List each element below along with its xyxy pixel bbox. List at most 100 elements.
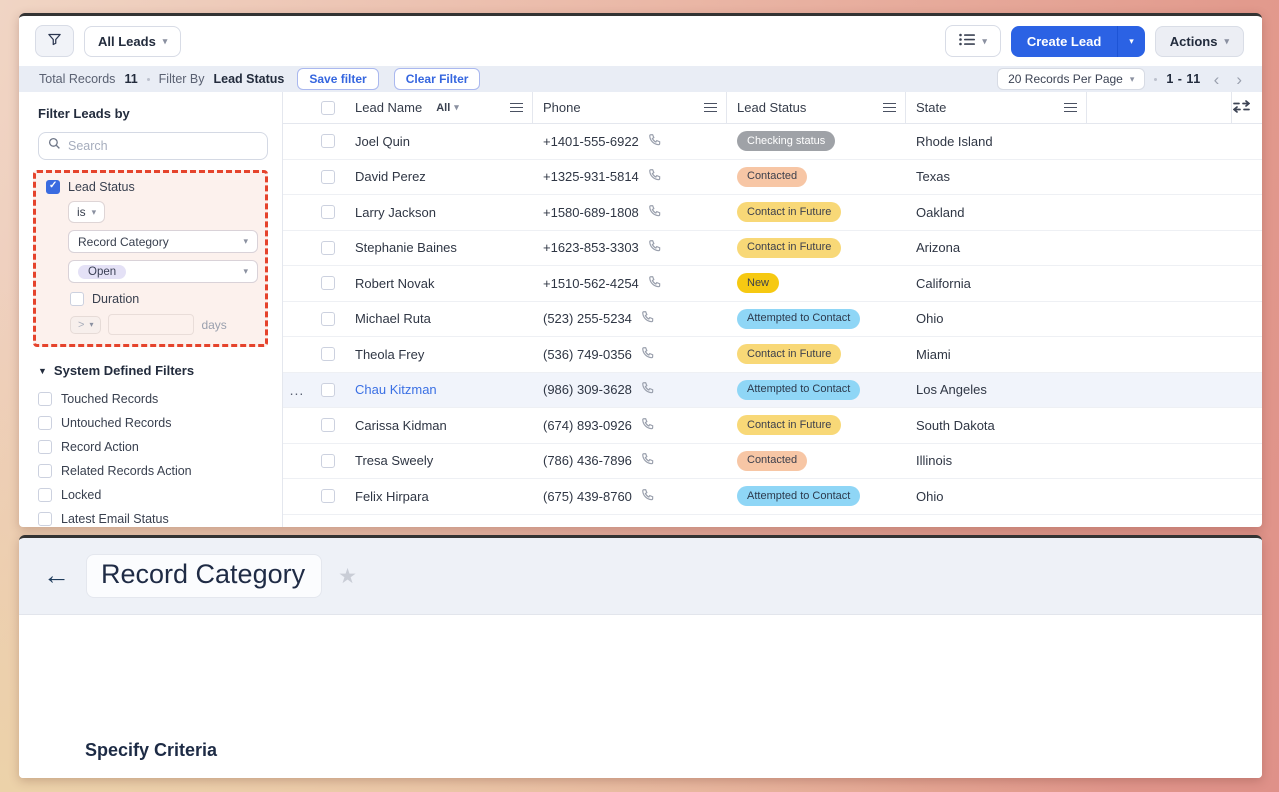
phone-cell: (674) 893-0926 (543, 417, 632, 433)
phone-call-icon[interactable] (648, 133, 662, 150)
table-row[interactable]: Tresa Sweely (786) 436-7896 Contacted Il… (283, 444, 1262, 479)
record-category-dropdown[interactable]: Record Category ▾ (68, 230, 258, 253)
create-lead-dropdown[interactable]: ▾ (1117, 25, 1145, 57)
filter-checkbox[interactable] (38, 488, 52, 502)
table-row[interactable]: Carissa Kidman (674) 893-0926 Contact in… (283, 408, 1262, 444)
phone-call-icon[interactable] (648, 168, 662, 185)
row-checkbox[interactable] (321, 134, 335, 149)
create-lead-button[interactable]: Create Lead (1010, 25, 1118, 57)
lead-name-cell[interactable]: Robert Novak (355, 275, 435, 291)
phone-cell: (986) 309-3628 (543, 382, 632, 398)
row-checkbox[interactable] (321, 418, 335, 433)
lead-name-cell[interactable]: Larry Jackson (355, 204, 436, 220)
lead-name-cell[interactable]: Carissa Kidman (355, 417, 447, 433)
sidebar-filter-item[interactable]: Record Action (38, 435, 268, 459)
chevron-down-icon: ▾ (454, 102, 459, 112)
sidebar-filter-item[interactable]: Related Records Action (38, 459, 268, 483)
lead-name-cell[interactable]: Joel Quin (355, 133, 410, 149)
table-row[interactable]: Robert Novak +1510-562-4254 New Californ… (283, 266, 1262, 302)
filter-checkbox[interactable] (38, 464, 52, 478)
state-cell: Oakland (916, 204, 965, 220)
operator-dropdown[interactable]: is ▾ (68, 201, 106, 223)
row-checkbox[interactable] (321, 347, 335, 362)
filter-toggle-button[interactable] (35, 25, 74, 57)
lead-status-filter-highlight: Lead Status is ▾ Record Category ▾ Open … (33, 170, 268, 347)
duration-days-input[interactable] (108, 314, 195, 335)
table-row[interactable]: Stephanie Baines +1623-853-3303 Contact … (283, 231, 1262, 266)
clear-filter-button[interactable]: Clear Filter (393, 68, 481, 90)
lead-name-cell[interactable]: Chau Kitzman (355, 382, 437, 398)
search-input[interactable] (68, 139, 228, 153)
phone-call-icon[interactable] (648, 275, 662, 292)
table-row[interactable]: Michael Ruta (523) 255-5234 Attempted to… (283, 302, 1262, 337)
row-checkbox[interactable] (321, 276, 335, 291)
actions-button[interactable]: Actions ▾ (1154, 25, 1244, 57)
row-checkbox[interactable] (321, 311, 335, 326)
back-arrow-icon[interactable]: ← (43, 559, 70, 590)
records-per-page-button[interactable]: 20 Records Per Page ▾ (997, 68, 1146, 90)
view-selector-button[interactable]: All Leads ▾ (84, 25, 182, 57)
sidebar-filter-item[interactable]: Untouched Records (38, 411, 268, 435)
total-records-value: 11 (124, 72, 138, 86)
row-checkbox[interactable] (321, 382, 335, 397)
row-checkbox[interactable] (321, 453, 335, 468)
chevron-down-icon: ▾ (162, 35, 168, 46)
row-checkbox[interactable] (321, 240, 335, 255)
phone-cell: (675) 439-8760 (543, 488, 632, 504)
phone-call-icon[interactable] (641, 346, 655, 363)
lead-name-cell[interactable]: Tresa Sweely (355, 453, 434, 469)
category-value-dropdown[interactable]: Open ▾ (68, 260, 258, 283)
previous-page-chevron-icon[interactable]: ‹ (1213, 69, 1220, 89)
row-checkbox[interactable] (321, 169, 335, 184)
lead-status-checkbox[interactable] (46, 180, 60, 194)
table-row[interactable]: Larry Jackson +1580-689-1808 Contact in … (283, 195, 1262, 231)
phone-call-icon[interactable] (648, 204, 662, 221)
column-menu-icon[interactable] (883, 102, 896, 113)
row-checkbox[interactable] (321, 489, 335, 504)
sidebar-search[interactable] (38, 132, 268, 160)
phone-call-icon[interactable] (641, 488, 655, 505)
filter-checkbox[interactable] (38, 392, 52, 406)
table-row[interactable]: Joel Quin +1401-555-6922 Checking status… (283, 124, 1262, 160)
system-defined-filters-toggle[interactable]: ▼ System Defined Filters (38, 363, 268, 378)
lead-name-cell[interactable]: Stephanie Baines (355, 240, 457, 256)
column-menu-icon[interactable] (510, 102, 523, 113)
lead-name-cell[interactable]: David Perez (355, 169, 426, 185)
save-filter-button[interactable]: Save filter (297, 68, 379, 90)
comparator-dropdown[interactable]: > ▾ (70, 315, 102, 334)
list-view-style-button[interactable]: ▾ (945, 25, 1001, 57)
column-header-state[interactable]: State (906, 92, 1087, 123)
table-row[interactable]: Felix Hirpara (675) 439-8760 Attempted t… (283, 479, 1262, 515)
lead-name-cell[interactable]: Michael Ruta (355, 311, 431, 327)
column-menu-icon[interactable] (1064, 102, 1077, 113)
phone-call-icon[interactable] (648, 239, 662, 256)
phone-call-icon[interactable] (641, 310, 655, 327)
select-all-checkbox[interactable] (321, 100, 335, 115)
table-row[interactable]: Theola Frey (536) 749-0356 Contact in Fu… (283, 337, 1262, 373)
row-checkbox[interactable] (321, 205, 335, 220)
filter-checkbox[interactable] (38, 512, 52, 526)
manage-columns-icon[interactable] (1232, 99, 1251, 116)
lead-name-cell[interactable]: Felix Hirpara (355, 488, 429, 504)
page-title[interactable]: Record Category (86, 554, 323, 598)
filter-checkbox[interactable] (38, 440, 52, 454)
lead-name-all-dropdown[interactable]: All ▾ (436, 102, 459, 114)
column-header-lead-status[interactable]: Lead Status (727, 92, 906, 123)
phone-call-icon[interactable] (641, 452, 655, 469)
table-row[interactable]: David Perez +1325-931-5814 Contacted Tex… (283, 160, 1262, 195)
phone-call-icon[interactable] (641, 381, 655, 398)
column-header-lead-name[interactable]: Lead Name All ▾ (345, 92, 533, 123)
favorite-star-icon[interactable]: ★ (338, 564, 357, 588)
duration-checkbox[interactable] (70, 292, 84, 306)
lead-name-cell[interactable]: Theola Frey (355, 346, 425, 362)
sidebar-filter-item[interactable]: Touched Records (38, 387, 268, 411)
phone-call-icon[interactable] (641, 417, 655, 434)
sidebar-filter-item[interactable]: Latest Email Status (38, 507, 268, 527)
sidebar-filter-item[interactable]: Locked (38, 483, 268, 507)
column-menu-icon[interactable] (704, 102, 717, 113)
filter-checkbox[interactable] (38, 416, 52, 430)
row-menu-icon[interactable]: ... (289, 381, 305, 398)
table-row[interactable]: ... Chau Kitzman (986) 309-3628 Attempte… (283, 372, 1262, 408)
column-header-phone[interactable]: Phone (533, 92, 727, 123)
next-page-chevron-icon[interactable]: › (1236, 69, 1242, 89)
